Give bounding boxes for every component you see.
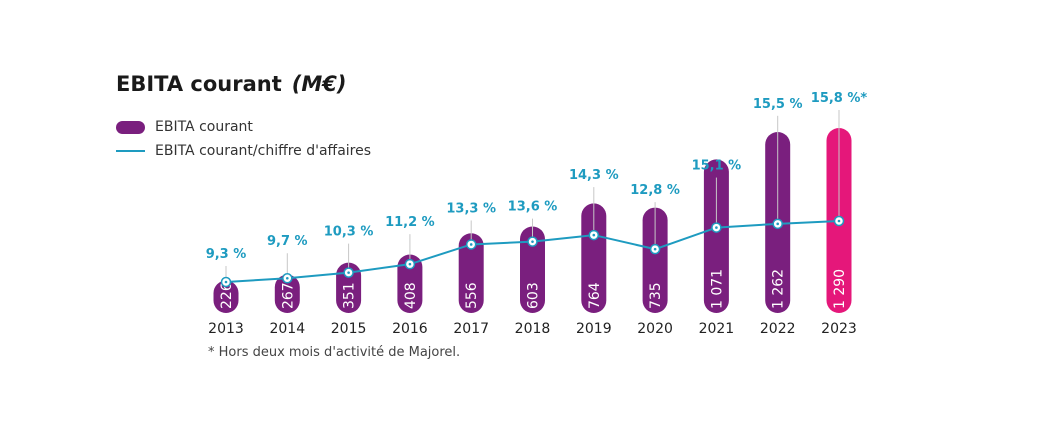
ratio-marker-dot — [592, 233, 596, 237]
bar-value-label: 351 — [342, 282, 358, 309]
year-tick-label: 2022 — [760, 321, 796, 337]
bar-value-label: 226 — [219, 282, 235, 309]
year-tick-label: 2023 — [821, 321, 857, 337]
year-tick-label: 2021 — [699, 321, 735, 337]
year-tick-label: 2016 — [392, 321, 428, 337]
ratio-value-label: 9,3 % — [206, 247, 247, 262]
bar-2020 — [642, 207, 668, 313]
ratio-value-label: 11,2 % — [385, 215, 435, 230]
year-tick-label: 2019 — [576, 321, 612, 337]
year-tick-label: 2015 — [331, 321, 367, 337]
ratio-marker-dot — [347, 271, 350, 274]
bar-value-label: 764 — [587, 282, 603, 309]
bar-value-label: 603 — [526, 282, 542, 309]
bar-2017 — [458, 233, 484, 313]
year-tick-label: 2017 — [453, 321, 489, 337]
chart-title-text: EBITA courant — [116, 72, 282, 96]
ratio-value-label: 12,8 % — [630, 183, 680, 198]
bar-value-label: 1 262 — [771, 269, 787, 309]
chart-footnote: * Hors deux mois d'activité de Majorel. — [208, 345, 461, 360]
ratio-value-label: 13,3 % — [446, 201, 496, 216]
legend-item-bars: EBITA courant — [116, 119, 253, 135]
year-tick-label: 2013 — [208, 321, 244, 337]
ratio-value-label: 15,5 % — [753, 97, 803, 112]
year-tick-label: 2018 — [515, 321, 551, 337]
ratio-value-label: 14,3 % — [569, 168, 619, 183]
ratio-marker-dot — [469, 243, 473, 246]
bar-value-label: 408 — [403, 282, 419, 309]
legend-swatch-bar — [116, 120, 145, 134]
chart-title-unit: (M€) — [291, 72, 347, 96]
bar-value-label: 1 290 — [832, 269, 848, 309]
bar-2014 — [274, 274, 300, 313]
ratio-marker-dot — [653, 247, 657, 251]
bar-2018 — [520, 226, 545, 313]
bar-value-label: 1 071 — [709, 269, 725, 309]
ratio-marker-dot — [715, 226, 718, 229]
ratio-marker-dot — [837, 219, 841, 223]
bar-value-label: 267 — [280, 282, 296, 309]
legend-label-line: EBITA courant/chiffre d'affaires — [155, 143, 372, 159]
bar-2016 — [397, 254, 423, 313]
ratio-value-label: 13,6 % — [508, 200, 558, 215]
legend-swatch-line — [116, 150, 145, 152]
ratio-marker-dot — [224, 280, 228, 284]
bar-2019 — [581, 203, 607, 313]
ratio-marker-dot — [776, 222, 779, 226]
bar-value-label: 556 — [464, 282, 480, 309]
ratio-marker-dot — [531, 240, 534, 243]
bar-2015 — [336, 262, 362, 313]
legend-item-line: EBITA courant/chiffre d'affaires — [116, 143, 371, 159]
bar-value-label: 735 — [648, 282, 664, 309]
bar-2013 — [213, 280, 239, 313]
ratio-value-label: 15,1 % — [692, 159, 742, 174]
year-tick-label: 2020 — [637, 321, 673, 337]
ratio-value-label: 9,7 % — [267, 234, 308, 249]
ratio-marker-dot — [408, 262, 412, 266]
year-tick-label: 2014 — [269, 321, 305, 337]
legend-label-bars: EBITA courant — [155, 119, 253, 135]
chart-title: EBITA courant (M€) — [116, 72, 346, 96]
ratio-marker-dot — [286, 276, 289, 280]
ratio-value-label: 10,3 % — [324, 225, 374, 240]
bar-2021 — [703, 159, 729, 313]
ratio-value-label: 15,8 %* — [811, 91, 868, 106]
